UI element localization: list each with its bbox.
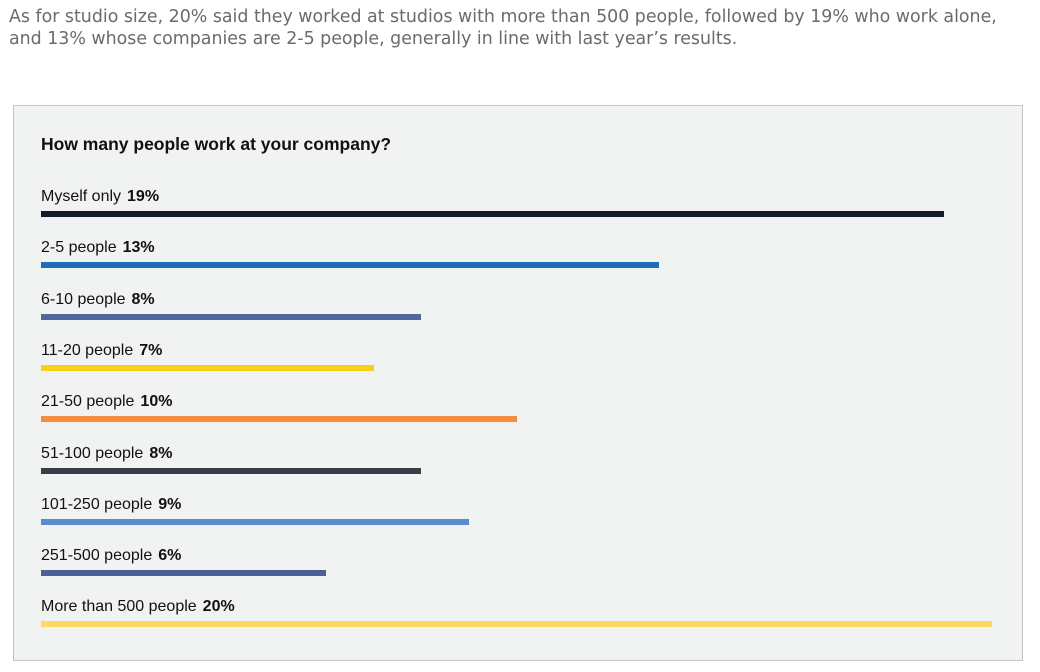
value-label: 10%	[140, 393, 173, 411]
category-label: 251-500 people	[41, 547, 153, 565]
intro-paragraph: As for studio size, 20% said they worked…	[9, 7, 997, 49]
chart-card: How many people work at your company? My…	[13, 105, 1023, 661]
bar	[41, 621, 992, 628]
bar	[41, 416, 517, 423]
bar	[41, 364, 374, 371]
bar-label: 2-5 people 13%	[41, 238, 155, 258]
value-label: 19%	[127, 188, 160, 205]
category-label: 51-100 people	[41, 444, 144, 462]
bar-label: 51-100 people 8%	[41, 444, 172, 464]
value-label: 8%	[149, 444, 173, 462]
category-label: 6-10 people	[41, 290, 126, 308]
bar	[41, 313, 422, 320]
bar	[41, 211, 945, 217]
bar-label: Myself only 19%	[41, 187, 159, 207]
bar	[41, 570, 327, 577]
bar	[41, 467, 422, 474]
value-label: 9%	[158, 495, 182, 513]
bar-label: 6-10 people 8%	[41, 290, 155, 310]
value-label: 7%	[139, 341, 163, 359]
value-label: 13%	[122, 239, 155, 257]
value-label: 8%	[131, 290, 155, 308]
bar-label: 251-500 people 6%	[41, 546, 181, 566]
category-label: Myself only	[41, 188, 122, 205]
bar-label: 21-50 people 10%	[41, 392, 172, 412]
category-label: More than 500 people	[41, 598, 197, 616]
category-label: 11-20 people	[41, 341, 134, 359]
chart-title: How many people work at your company?	[41, 134, 392, 154]
category-label: 101-250 people	[41, 495, 153, 513]
value-label: 20%	[202, 598, 235, 616]
bar-label: 101-250 people 9%	[41, 495, 181, 515]
value-label: 6%	[158, 547, 182, 565]
bar	[41, 518, 469, 525]
category-label: 2-5 people	[41, 239, 117, 257]
category-label: 21-50 people	[41, 393, 135, 411]
bar-label: 11-20 people 7%	[41, 341, 162, 361]
bar	[41, 262, 660, 269]
bar-label: More than 500 people 20%	[41, 597, 235, 617]
